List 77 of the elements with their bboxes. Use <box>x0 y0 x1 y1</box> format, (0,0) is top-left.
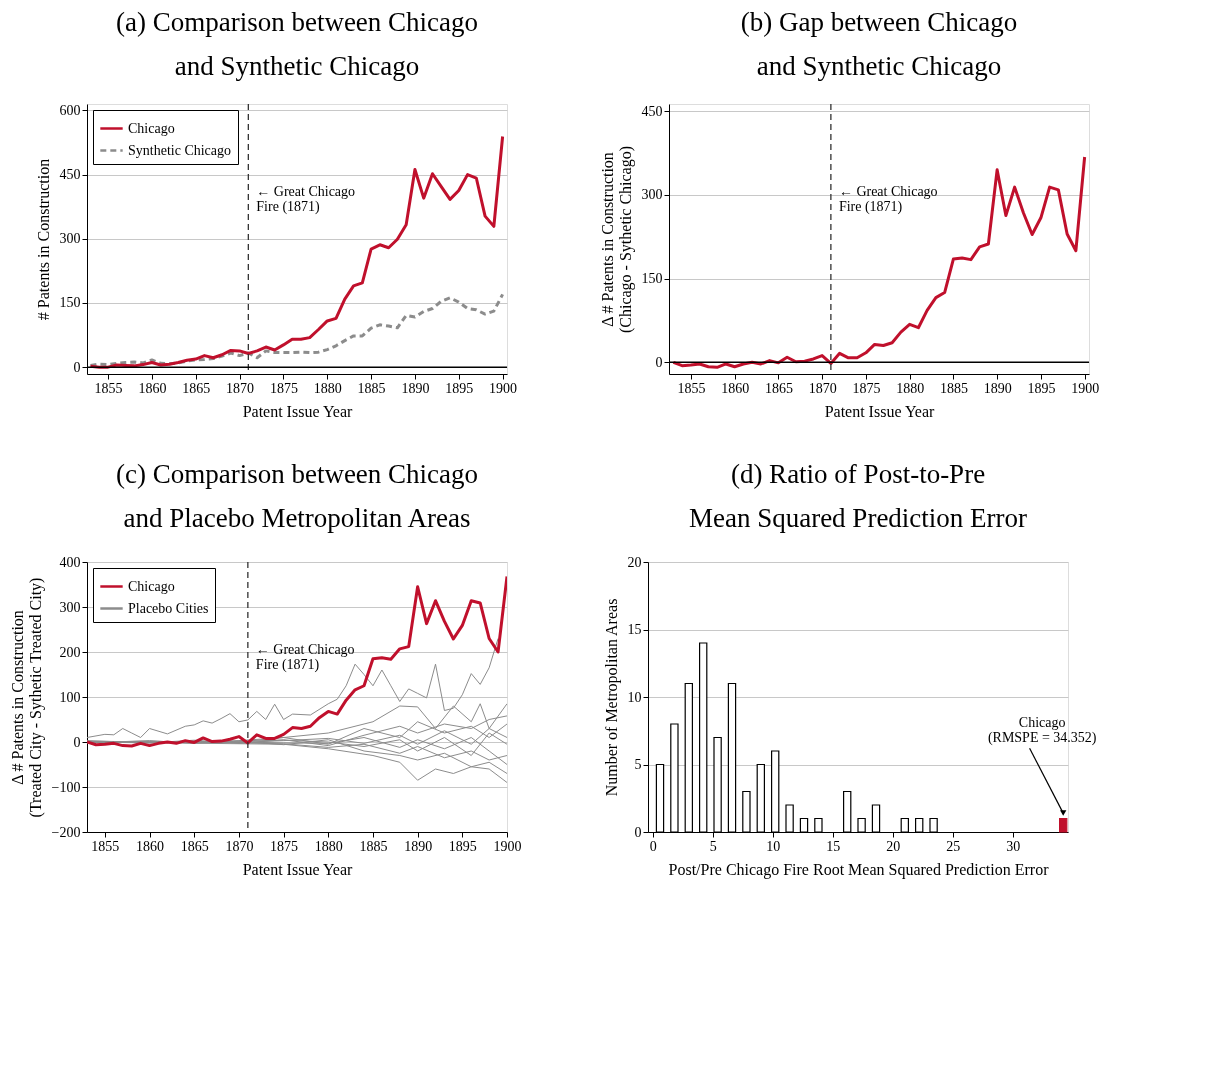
x-tick-label: 1880 <box>314 838 343 854</box>
y-axis-title: # Patents in Construction <box>34 158 52 321</box>
x-tick-label: 1880 <box>313 380 342 396</box>
x-tick-label: 1875 <box>270 838 299 854</box>
x-tick-label: 1895 <box>1027 380 1056 396</box>
y-tick-label: 150 <box>59 295 81 311</box>
x-tick-label: 1870 <box>808 380 837 396</box>
y-tick-label: 300 <box>641 187 663 203</box>
y-tick-label: −200 <box>51 824 81 840</box>
y-tick-label: 10 <box>627 689 642 705</box>
y-tick-label: 100 <box>59 689 81 705</box>
x-tick-label: 1860 <box>138 380 167 396</box>
x-tick-label: 1870 <box>225 838 254 854</box>
y-tick-label: 20 <box>627 554 642 570</box>
x-tick-label: 1885 <box>939 380 968 396</box>
x-axis-title: Post/Pre Chicago Fire Root Mean Squared Prediction Error <box>668 860 1050 879</box>
y-tick-label: 0 <box>73 734 81 750</box>
x-tick-label: 1890 <box>983 380 1012 396</box>
x-tick-label: 1875 <box>852 380 881 396</box>
y-tick-label: 300 <box>59 599 81 615</box>
x-tick-label: 20 <box>886 838 901 854</box>
x-axis-title: Patent Issue Year <box>242 860 354 878</box>
y-tick-label: 400 <box>59 554 81 570</box>
x-tick-label: 1865 <box>764 380 793 396</box>
chart-title: (c) Comparison between Chicago and Placebo Metropolitan Areas <box>115 459 479 533</box>
x-tick-label: 1855 <box>91 838 120 854</box>
legend-label: Placebo Cities <box>128 600 209 616</box>
x-tick-label: 1880 <box>896 380 925 396</box>
y-tick-label: 150 <box>641 271 663 287</box>
legend-label: Chicago <box>128 578 175 594</box>
y-tick-label: 5 <box>634 757 642 772</box>
y-tick-label: −100 <box>51 779 81 795</box>
y-axis-title: Number of Metropolitan Areas <box>602 598 621 797</box>
y-tick-label: 600 <box>59 102 81 118</box>
x-tick-label: 1900 <box>493 838 522 854</box>
ref-line-label: ← Great Chicago Fire (1871) <box>838 184 938 215</box>
x-tick-label: 1900 <box>1071 380 1100 396</box>
chart-title: (a) Comparison between Chicago and Synthetic Chicago <box>115 7 479 82</box>
x-tick-label: 1860 <box>721 380 750 396</box>
y-tick-label: 0 <box>634 824 642 840</box>
x-tick-label: 1865 <box>182 380 211 396</box>
y-tick-label: 15 <box>627 622 642 637</box>
chart-title: (d) Ratio of Post-to-Pre Mean Squared Prediction Error <box>688 459 1028 533</box>
x-tick-label: 1890 <box>401 380 430 396</box>
y-tick-label: 200 <box>59 644 81 660</box>
chart-title: (b) Gap between Chicago and Synthetic Chicago <box>740 7 1018 82</box>
ref-line-label: ← Great Chicago Fire (1871) <box>256 184 356 215</box>
y-tick-label: 0 <box>655 354 663 370</box>
annotation: Chicago (RMSPE = 34.352) <box>987 714 1097 746</box>
x-tick-label: 1885 <box>359 838 388 854</box>
y-axis-title: Δ # Patents in Construction (Chicago - Sythetic Chicago) <box>598 145 635 334</box>
x-tick-label: 1900 <box>489 380 518 396</box>
x-axis-title: Patent Issue Year <box>242 402 354 420</box>
y-tick-label: 0 <box>73 359 81 375</box>
x-tick-label: 1870 <box>226 380 255 396</box>
x-tick-label: 1855 <box>94 380 123 396</box>
x-tick-label: 30 <box>1006 838 1021 854</box>
y-axis-title: Δ # Patents in Construction (Treated City - Sythetic Treated City) <box>8 577 45 818</box>
y-tick-label: 450 <box>59 167 81 183</box>
x-tick-label: 1855 <box>677 380 706 396</box>
x-tick-label: 25 <box>946 838 961 854</box>
x-axis-title: Patent Issue Year <box>824 402 936 420</box>
x-tick-label: 10 <box>766 838 781 854</box>
x-tick-label: 5 <box>709 838 717 854</box>
ref-line-label: ← Great Chicago Fire (1871) <box>255 642 355 673</box>
y-tick-label: 300 <box>59 231 81 247</box>
x-tick-label: 1875 <box>269 380 298 396</box>
x-tick-label: 1865 <box>180 838 209 854</box>
x-tick-label: 1890 <box>404 838 433 854</box>
legend-label: Chicago <box>128 120 175 136</box>
x-tick-label: 1885 <box>357 380 386 396</box>
x-tick-label: 1895 <box>445 380 474 396</box>
x-tick-label: 1860 <box>136 838 165 854</box>
legend-label: Synthetic Chicago <box>128 142 232 158</box>
x-tick-label: 1895 <box>448 838 477 854</box>
x-tick-label: 15 <box>826 838 841 854</box>
y-tick-label: 450 <box>641 103 663 119</box>
